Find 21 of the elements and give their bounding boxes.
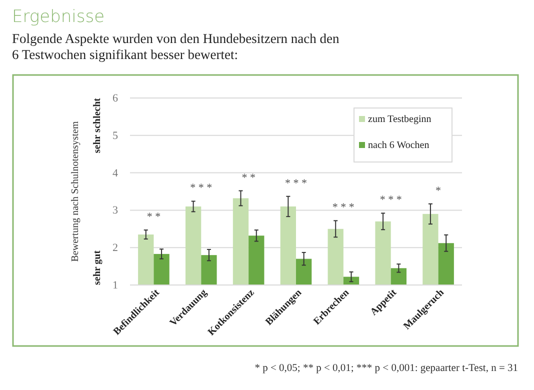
annotation: * [436, 184, 442, 197]
y-tick-label: 5 [112, 130, 118, 142]
chart-title: Ergebnisse [12, 7, 105, 27]
annotation: * * * [285, 177, 307, 190]
chart-subtitle: Folgende Aspekte wurden von den Hundebesitzern nach den 6 Testwochen signifikant besser bewertet: [12, 31, 340, 62]
legend-label: zum Testbeginn [368, 114, 432, 125]
legend-label: nach 6 Wochen [368, 140, 430, 151]
y-tick-label: 4 [112, 167, 118, 180]
text: sehr schlecht [92, 97, 103, 154]
annotation: * * [146, 211, 161, 224]
text: * p < 0,05; ** p < 0,01; *** p < 0,001: gepaarter t-Test, n = 31 [254, 363, 518, 374]
annotation: * * * [332, 202, 354, 214]
y-tick-label: 1 [112, 280, 118, 292]
y-tick-label: 3 [112, 204, 118, 217]
text: sehr gut [92, 250, 103, 285]
y-axis-title: Bewertung nach Schulnotensystem [70, 121, 81, 262]
y-tick-label: 2 [112, 242, 118, 254]
annotation: * * * [380, 194, 402, 206]
annotation: * * [242, 172, 256, 184]
annotation: * * * [190, 182, 212, 194]
y-tick-label: 6 [112, 92, 118, 105]
